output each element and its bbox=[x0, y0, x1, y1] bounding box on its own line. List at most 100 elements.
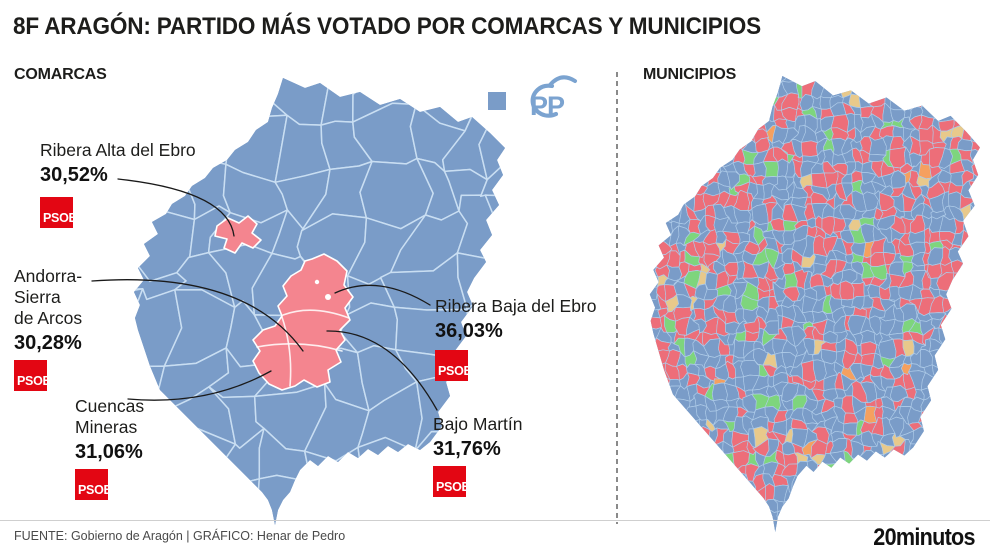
map-cell bbox=[869, 85, 888, 99]
map-cell bbox=[725, 76, 741, 78]
map-cell bbox=[649, 119, 660, 129]
map-cell bbox=[763, 519, 781, 532]
map-cell bbox=[891, 474, 905, 491]
map-cell bbox=[790, 500, 803, 510]
map-cell bbox=[637, 163, 648, 176]
map-cell bbox=[892, 486, 904, 502]
map-cell bbox=[735, 520, 750, 532]
map-cell bbox=[667, 82, 682, 100]
map-cell bbox=[799, 500, 817, 513]
map-cell bbox=[983, 159, 990, 175]
map-cell bbox=[961, 318, 973, 335]
map-cell bbox=[649, 140, 651, 155]
map-cell bbox=[979, 138, 980, 154]
map-cell bbox=[976, 472, 980, 492]
map-cell bbox=[840, 500, 856, 513]
map-cell bbox=[968, 76, 980, 90]
comarcas-map bbox=[134, 78, 505, 525]
map-cell bbox=[928, 484, 944, 501]
map-cell bbox=[649, 461, 661, 482]
map-cell bbox=[967, 350, 980, 366]
map-cell bbox=[781, 76, 798, 83]
map-cell bbox=[949, 396, 965, 416]
map-cell bbox=[797, 58, 804, 74]
map-cell bbox=[661, 438, 680, 459]
map-cell bbox=[822, 528, 838, 532]
map-cell bbox=[882, 461, 896, 482]
map-cell bbox=[957, 476, 973, 491]
map-cell bbox=[656, 148, 671, 164]
map-cell bbox=[716, 489, 729, 504]
map-cell bbox=[207, 78, 281, 92]
map-cell bbox=[705, 272, 718, 290]
map-cell bbox=[649, 442, 651, 455]
callout-ribera-alta: Ribera Alta del Ebro 30,52% PSOE bbox=[40, 140, 196, 228]
map-cell bbox=[735, 116, 747, 133]
map-cell bbox=[869, 483, 885, 502]
map-cell bbox=[693, 106, 711, 125]
comarca-name: Ribera Alta del Ebro bbox=[40, 140, 196, 160]
map-cell bbox=[674, 528, 691, 532]
map-cell bbox=[653, 404, 669, 425]
map-cell bbox=[682, 106, 699, 123]
map-cell bbox=[714, 496, 729, 515]
map-cell bbox=[695, 138, 709, 156]
map-cell bbox=[850, 469, 866, 481]
map-cell bbox=[256, 474, 330, 525]
map-cell bbox=[869, 76, 888, 90]
map-cell bbox=[946, 316, 966, 333]
panel-header-comarcas: COMARCAS bbox=[14, 66, 107, 83]
map-cell bbox=[688, 530, 701, 532]
map-cell bbox=[958, 305, 973, 322]
map-cell bbox=[664, 396, 676, 408]
callout-cuencas-mineras: Cuencas Mineras 31,06% PSOE bbox=[75, 396, 144, 500]
map-cell bbox=[694, 76, 709, 85]
map-cell bbox=[665, 418, 680, 436]
map-cell bbox=[786, 518, 794, 532]
map-cell bbox=[801, 61, 818, 73]
map-cell bbox=[752, 76, 769, 78]
map-cell bbox=[652, 139, 669, 155]
map-cell bbox=[889, 146, 907, 169]
map-cell bbox=[969, 271, 980, 287]
callout-ribera-baja: Ribera Baja del Ebro 36,03% PSOE bbox=[435, 296, 596, 381]
map-cell bbox=[707, 146, 721, 165]
map-cell bbox=[968, 382, 980, 403]
map-cell bbox=[937, 396, 955, 412]
comarca-value: 30,52% bbox=[40, 164, 108, 186]
map-cell bbox=[654, 443, 665, 459]
map-cell bbox=[649, 461, 652, 483]
map-cell bbox=[961, 229, 974, 246]
map-cell bbox=[745, 93, 755, 112]
map-cell bbox=[713, 460, 727, 481]
leader-line-andorra bbox=[91, 279, 304, 352]
map-cell bbox=[718, 450, 726, 466]
map-cell bbox=[159, 78, 226, 123]
map-cell bbox=[634, 429, 648, 445]
map-cell bbox=[983, 102, 990, 120]
map-cell bbox=[833, 76, 844, 87]
map-cell bbox=[704, 58, 721, 74]
map-cell bbox=[721, 82, 739, 99]
map-cell bbox=[708, 484, 720, 503]
map-cell bbox=[880, 500, 897, 514]
map-cell bbox=[912, 82, 925, 99]
map-cell bbox=[649, 175, 659, 189]
map-cell bbox=[982, 214, 989, 229]
map-cell bbox=[976, 460, 980, 481]
map-cell bbox=[708, 461, 720, 482]
comarca-inner-border bbox=[281, 316, 292, 387]
map-cell bbox=[948, 411, 964, 421]
leader-line-bajo-martin bbox=[326, 330, 438, 411]
map-cell bbox=[853, 497, 868, 513]
map-cell bbox=[683, 116, 695, 133]
comarca-name: Ribera Baja del Ebro bbox=[435, 296, 597, 316]
map-cell bbox=[958, 93, 975, 105]
map-cell bbox=[702, 523, 719, 532]
map-cell bbox=[810, 528, 825, 532]
panel-header-municipios: MUNICIPIOS bbox=[643, 66, 737, 83]
map-cell bbox=[976, 405, 980, 423]
map-cell bbox=[937, 428, 955, 449]
map-cell bbox=[357, 436, 417, 504]
map-cell bbox=[712, 528, 724, 532]
